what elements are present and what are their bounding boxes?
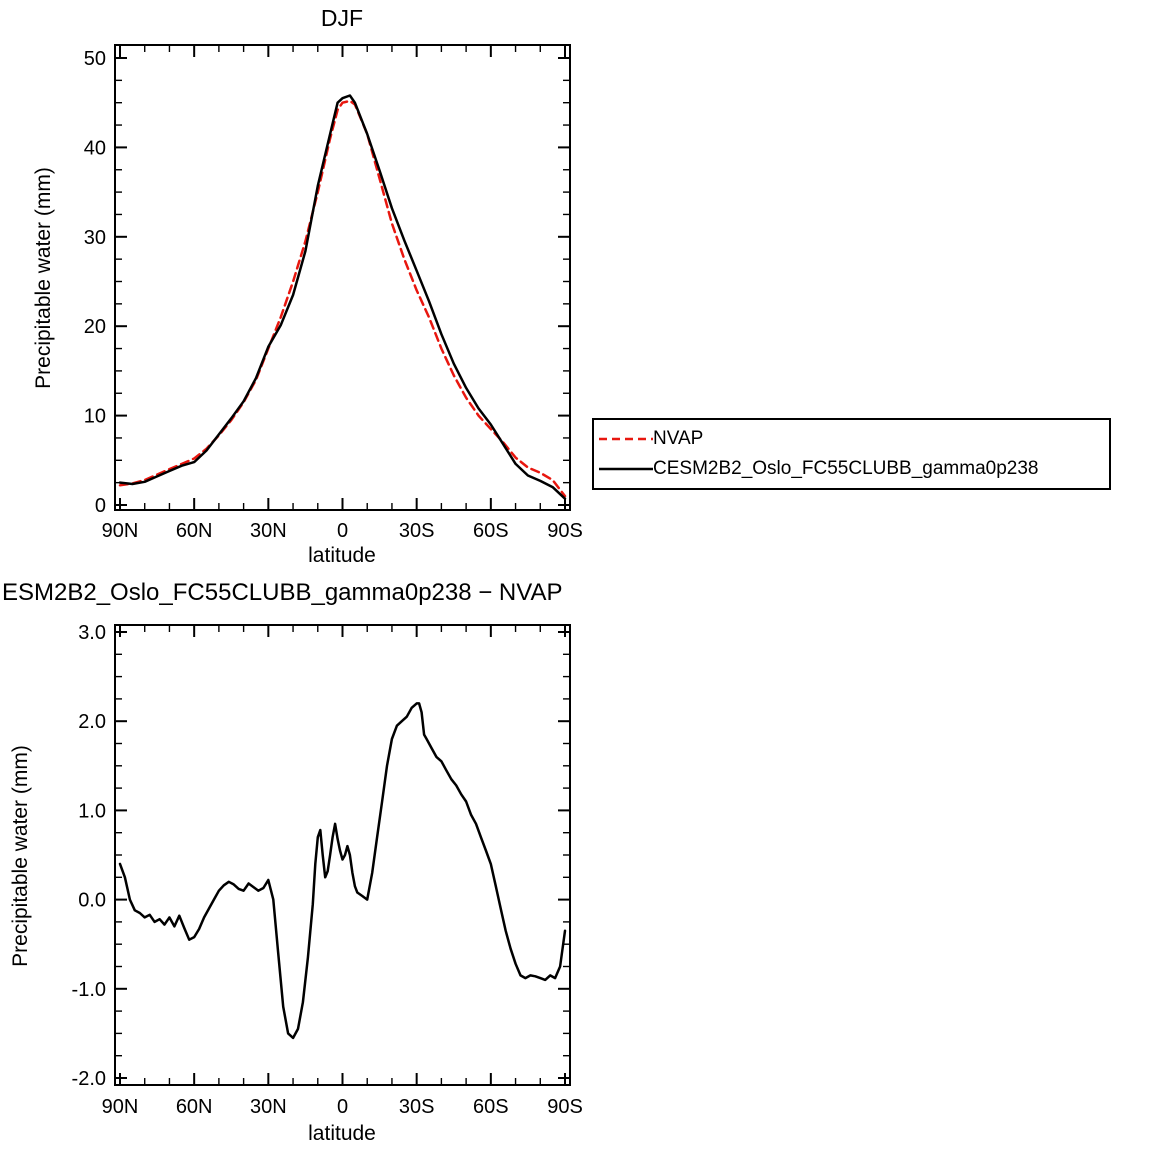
y-tick-label: 10 [84, 406, 106, 428]
x-tick-label: 90S [547, 1096, 583, 1118]
y-tick-label: 30 [84, 227, 106, 249]
y-axis-label: Precipitable water (mm) [32, 167, 55, 389]
x-tick-label: 30N [250, 520, 287, 542]
series-line-0 [118, 99, 567, 498]
x-tick-label: 90N [102, 520, 139, 542]
y-axis-label: Precipitable water (mm) [9, 745, 32, 967]
x-tick-label: 30S [399, 1096, 435, 1118]
x-tick-label: 0 [337, 520, 348, 542]
y-tick-label: 50 [84, 48, 106, 70]
model-minus-nvap-difference-chart: 90N 60N 30N 0 30S 60S 90S 3.0 2.0 1.0 0.0 -1.0 -2.0 E… [2, 579, 583, 1145]
legend-label-cesm: CESM2B2_Oslo_FC55CLUBB_gamma0p238 [653, 458, 1039, 480]
y-tick-label: -2.0 [72, 1068, 106, 1090]
y-tick-label: 3.0 [78, 622, 106, 644]
x-tick-label: 90N [102, 1096, 139, 1118]
djf-precipitable-water-chart: 90N 60N 30N 0 30S 60S 90S 0 10 20 30 40 50 DJF latitud… [32, 5, 583, 567]
legend-label-nvap: NVAP [653, 427, 704, 449]
x-tick-label: 90S [547, 520, 583, 542]
x-tick-label: 60S [473, 520, 509, 542]
legend-entry-nvap: NVAP [599, 427, 1109, 451]
legend-entry-cesm: CESM2B2_Oslo_FC55CLUBB_gamma0p238 [599, 457, 1109, 481]
x-tick-label: 60N [176, 520, 213, 542]
x-tick-label: 0 [337, 1096, 348, 1118]
chart-title: ESM2B2_Oslo_FC55CLUBB_gamma0p238 − NVAP [2, 579, 563, 606]
chart-title: DJF [321, 5, 363, 31]
x-tick-label: 60S [473, 1096, 509, 1118]
x-tick-label: 60N [176, 1096, 213, 1118]
y-tick-label: 0.0 [78, 890, 106, 912]
y-tick-label: -1.0 [72, 979, 106, 1001]
y-tick-label: 1.0 [78, 800, 106, 822]
series-line-0 [118, 702, 567, 1040]
cesm-line-sample-icon [599, 468, 653, 471]
series-line-1 [118, 94, 567, 500]
x-axis-label: latitude [308, 1122, 376, 1145]
y-tick-label: 0 [95, 495, 106, 517]
nvap-line-sample-icon [599, 437, 653, 440]
x-axis-label: latitude [308, 544, 376, 567]
y-tick-label: 20 [84, 316, 106, 338]
x-tick-label: 30N [250, 1096, 287, 1118]
x-tick-label: 30S [399, 520, 435, 542]
legend: NVAP CESM2B2_Oslo_FC55CLUBB_gamma0p238 [592, 418, 1111, 490]
y-tick-label: 40 [84, 137, 106, 159]
y-tick-label: 2.0 [78, 711, 106, 733]
